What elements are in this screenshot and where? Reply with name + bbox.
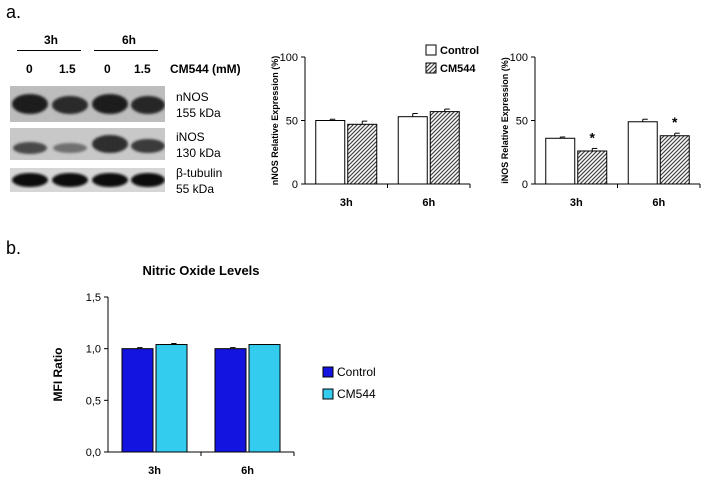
significance-marker: * <box>672 114 678 130</box>
band-size: 130 kDa <box>176 146 221 160</box>
x-tick-label: 3h <box>570 197 583 209</box>
legend-label-control: Control <box>337 365 376 379</box>
y-tick-label: 100 <box>510 52 528 64</box>
treatment-label: CM544 (mM) <box>170 62 241 76</box>
y-tick-label: 0 <box>292 179 298 191</box>
bar-control-3h <box>121 348 154 453</box>
band-size: 55 kDa <box>176 182 215 196</box>
dose-label: 0 <box>104 62 111 76</box>
band-name: iNOS <box>176 130 205 144</box>
legend-swatch-control <box>322 366 334 378</box>
dose-label: 1.5 <box>134 62 151 76</box>
time-label-6h: 6h <box>122 33 137 47</box>
y-tick-label: 1,5 <box>86 292 101 304</box>
bar-cm544-6h <box>429 111 460 185</box>
y-tick-label: 100 <box>280 52 298 64</box>
y-tick-label: 50 <box>516 116 528 128</box>
significance-marker: * <box>590 129 596 145</box>
bar-cm544-3h <box>155 344 188 453</box>
legend-swatch-control <box>425 44 437 56</box>
y-axis-label: MFI Ratio <box>51 348 65 402</box>
legend-label-cm544: CM544 <box>337 387 376 401</box>
y-tick-label: 0,5 <box>86 395 101 407</box>
band-name: nNOS <box>176 90 209 104</box>
bar-control-3h <box>315 120 346 185</box>
bar-control-3h <box>545 137 576 185</box>
time-label-3h: 3h <box>44 33 59 47</box>
bar-cm544-3h <box>347 123 378 185</box>
legend-label-cm544: CM544 <box>440 63 476 75</box>
group-line-3h <box>17 50 81 51</box>
band-name: β-tubulin <box>176 166 223 180</box>
y-axis-label: iNOS Relative Expression (%) <box>500 57 510 184</box>
dose-label: 0 <box>26 62 33 76</box>
nitric-oxide-chart: 0,0 0,5 1,0 1,5 MFI Ratio Nitric Oxide Levels… <box>51 263 376 477</box>
legend-swatch-cm544 <box>322 388 334 400</box>
y-tick-label: 50 <box>286 116 298 128</box>
band-size: 155 kDa <box>176 106 221 120</box>
x-tick-label: 6h <box>652 197 665 209</box>
blot-image <box>10 86 165 192</box>
bar-control-6h <box>627 121 658 185</box>
bar-cm544-3h <box>577 150 608 185</box>
panel-b-label: b. <box>6 238 22 258</box>
x-tick-label: 6h <box>422 197 435 209</box>
group-line-6h <box>94 50 158 51</box>
dose-label: 1.5 <box>59 62 76 76</box>
x-tick-label: 6h <box>241 465 254 477</box>
bar-cm544-6h <box>248 344 281 453</box>
y-tick-label: 0,0 <box>86 447 101 459</box>
chart-title: Nitric Oxide Levels <box>142 263 259 278</box>
bar-control-6h <box>397 116 428 185</box>
legend-swatch-cm544 <box>425 62 437 74</box>
bar-control-6h <box>214 348 247 453</box>
legend-label-control: Control <box>440 45 479 57</box>
panel-a-label: a. <box>6 2 22 22</box>
western-blot: 3h 6h 0 1.5 0 1.5 CM544 (mM) <box>0 0 260 200</box>
y-axis-label: nNOS Relative Expression (%) <box>270 56 280 186</box>
y-tick-label: 1,0 <box>86 344 101 356</box>
y-tick-label: 0 <box>522 179 528 191</box>
bar-cm544-6h <box>659 135 690 185</box>
x-tick-label: 3h <box>148 465 161 477</box>
x-tick-label: 3h <box>340 197 353 209</box>
